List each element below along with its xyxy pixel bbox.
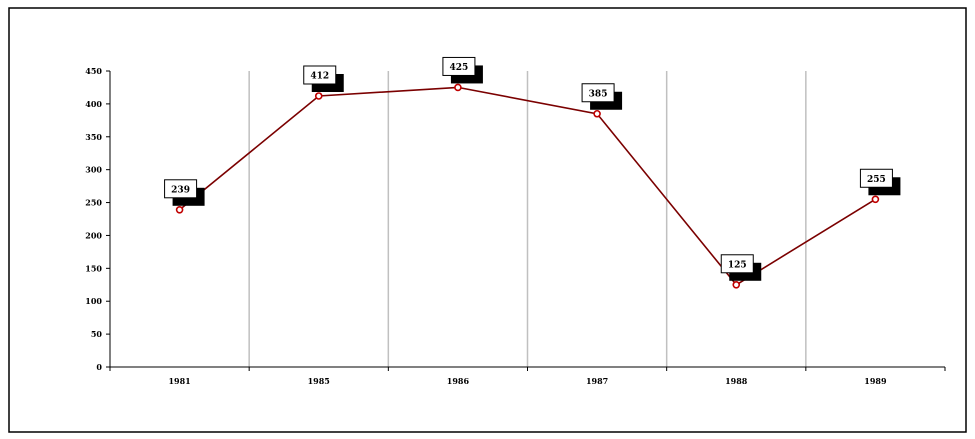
x-tick-label: 1988 [725,376,748,386]
chart-frame [8,7,967,433]
data-label-box [720,254,754,274]
data-label-value: 125 [728,260,747,270]
data-label-box [164,179,198,199]
y-tick-label: 0 [96,362,102,372]
grid-layer [248,71,807,367]
data-label-value: 385 [589,89,608,99]
data-point-marker [454,83,462,92]
data-label-value: 412 [310,71,329,81]
data-point-marker [871,195,880,204]
data-label-value: 425 [450,63,469,73]
data-point-marker [314,92,323,100]
data-label-value: 239 [171,185,190,195]
y-tick-label: 150 [85,263,102,273]
y-tick-label: 450 [85,66,102,76]
y-tick-label: 400 [85,99,102,109]
data-label-box [303,65,337,85]
y-tick-label: 250 [85,198,102,208]
x-tick-label: 1985 [308,376,330,386]
data-point-marker [175,205,184,214]
data-label: 239 [164,179,205,206]
y-tick-label: 300 [85,165,102,175]
data-label-box [581,83,615,103]
y-tick-label: 100 [85,296,102,306]
data-label: 255 [859,168,901,196]
data-label: 125 [720,254,762,281]
data-point-marker [593,109,601,118]
data-label: 385 [581,83,623,110]
x-tick-label: 1987 [586,376,608,386]
data-label-value: 255 [867,175,886,185]
y-tick-label: 350 [85,132,102,142]
y-tick-label: 50 [91,329,103,339]
axis-layer: 0 50 100 150 200 250 300 350 400 450 1981 1985 1986 1… [85,66,946,386]
x-tick-label: 1986 [447,376,470,386]
data-label-box [442,56,476,76]
x-tick-label: 1989 [864,376,887,386]
data-label: 412 [303,65,344,92]
label-layer: 239 412 425 385 125 255 [164,56,901,281]
data-point-marker [732,280,741,289]
data-label: 425 [442,56,483,84]
x-tick-label: 1981 [168,376,190,386]
y-tick-label: 200 [85,230,102,240]
data-label-box [859,168,893,188]
